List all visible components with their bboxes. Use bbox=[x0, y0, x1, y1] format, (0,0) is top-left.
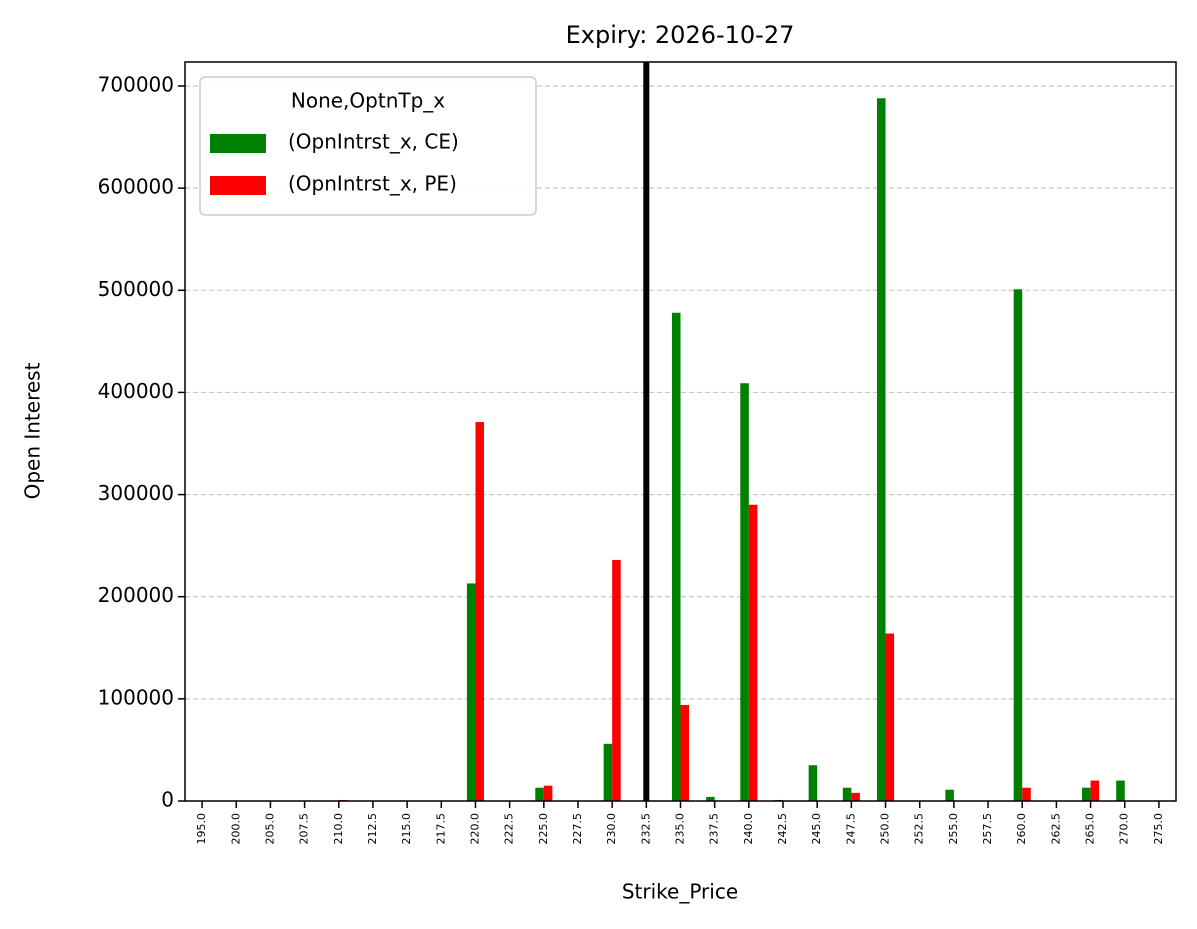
x-tick-label: 205.0 bbox=[263, 813, 276, 845]
x-tick-label: 212.5 bbox=[366, 813, 379, 845]
x-tick-label: 247.5 bbox=[844, 813, 857, 845]
y-tick-label: 500000 bbox=[98, 277, 174, 301]
bar bbox=[808, 765, 818, 801]
x-tick-label: 220.0 bbox=[468, 813, 481, 845]
x-tick-label: 225.0 bbox=[537, 813, 550, 845]
x-tick-label: 222.5 bbox=[503, 813, 516, 845]
x-tick-label: 270.0 bbox=[1118, 813, 1131, 845]
x-tick-label: 242.5 bbox=[776, 813, 789, 845]
bar bbox=[1116, 780, 1125, 801]
legend-label: (OpnIntrst_x, CE) bbox=[288, 130, 459, 154]
x-tick-label: 200.0 bbox=[229, 813, 242, 845]
legend-box bbox=[199, 76, 537, 216]
bar bbox=[680, 704, 690, 801]
y-axis-label: Open Interest bbox=[21, 362, 45, 499]
bar bbox=[1082, 787, 1091, 801]
x-axis-label: Strike_Price bbox=[622, 880, 738, 904]
x-tick-label: 195.0 bbox=[195, 813, 208, 845]
x-tick-label: 230.0 bbox=[605, 813, 618, 845]
x-tick-label: 275.0 bbox=[1152, 813, 1165, 845]
x-tick-label: 255.0 bbox=[947, 813, 960, 845]
x-tick-label: 257.5 bbox=[981, 813, 994, 845]
y-tick-label: 200000 bbox=[98, 583, 174, 607]
bar bbox=[851, 792, 860, 801]
bar bbox=[706, 796, 715, 801]
legend: None,OptnTp_x (OpnIntrst_x, CE) (OpnIntrst… bbox=[199, 76, 537, 216]
bar bbox=[671, 312, 681, 801]
bar bbox=[612, 559, 621, 801]
bar bbox=[842, 787, 852, 801]
x-tick-label: 235.0 bbox=[674, 813, 687, 845]
x-tick-label: 245.0 bbox=[810, 813, 823, 845]
plot-frame bbox=[184, 61, 1177, 802]
y-tick-label: 600000 bbox=[98, 175, 174, 199]
bar bbox=[535, 787, 544, 801]
legend-label: (OpnIntrst_x, PE) bbox=[288, 172, 457, 196]
x-tick-label: 260.0 bbox=[1015, 813, 1028, 845]
x-tick-label: 232.5 bbox=[639, 813, 652, 845]
bar bbox=[475, 422, 485, 801]
y-tick-label: 300000 bbox=[98, 481, 174, 505]
legend-title: None,OptnTp_x bbox=[291, 89, 445, 113]
legend-swatch bbox=[210, 176, 266, 195]
x-tick-label: 217.5 bbox=[434, 813, 447, 845]
y-tick-label: 0 bbox=[161, 788, 174, 812]
x-tick-label: 210.0 bbox=[332, 813, 345, 845]
x-tick-label: 250.0 bbox=[879, 813, 892, 845]
bar bbox=[603, 743, 613, 801]
x-tick-label: 237.5 bbox=[708, 813, 721, 845]
bar bbox=[876, 98, 886, 801]
chart-title: Expiry: 2026-10-27 bbox=[566, 21, 795, 49]
bar bbox=[740, 383, 749, 801]
bar bbox=[1022, 787, 1031, 801]
bar bbox=[1090, 780, 1100, 801]
bar bbox=[543, 785, 553, 801]
legend-swatch bbox=[210, 134, 266, 153]
x-tick-label: 227.5 bbox=[571, 813, 584, 845]
y-tick-label: 100000 bbox=[98, 685, 174, 709]
x-tick-label: 240.0 bbox=[742, 813, 755, 845]
x-tick-label: 215.0 bbox=[400, 813, 413, 845]
x-tick-label: 252.5 bbox=[913, 813, 926, 845]
bar bbox=[885, 633, 895, 801]
y-tick-label: 400000 bbox=[98, 379, 174, 403]
x-tick-label: 262.5 bbox=[1049, 813, 1062, 845]
bar bbox=[1013, 289, 1023, 801]
x-tick-label: 265.0 bbox=[1084, 813, 1097, 845]
x-tick-label: 207.5 bbox=[298, 813, 311, 845]
bar bbox=[945, 789, 954, 801]
y-tick-label: 700000 bbox=[98, 73, 174, 97]
bar bbox=[466, 583, 476, 801]
bar bbox=[748, 504, 758, 801]
